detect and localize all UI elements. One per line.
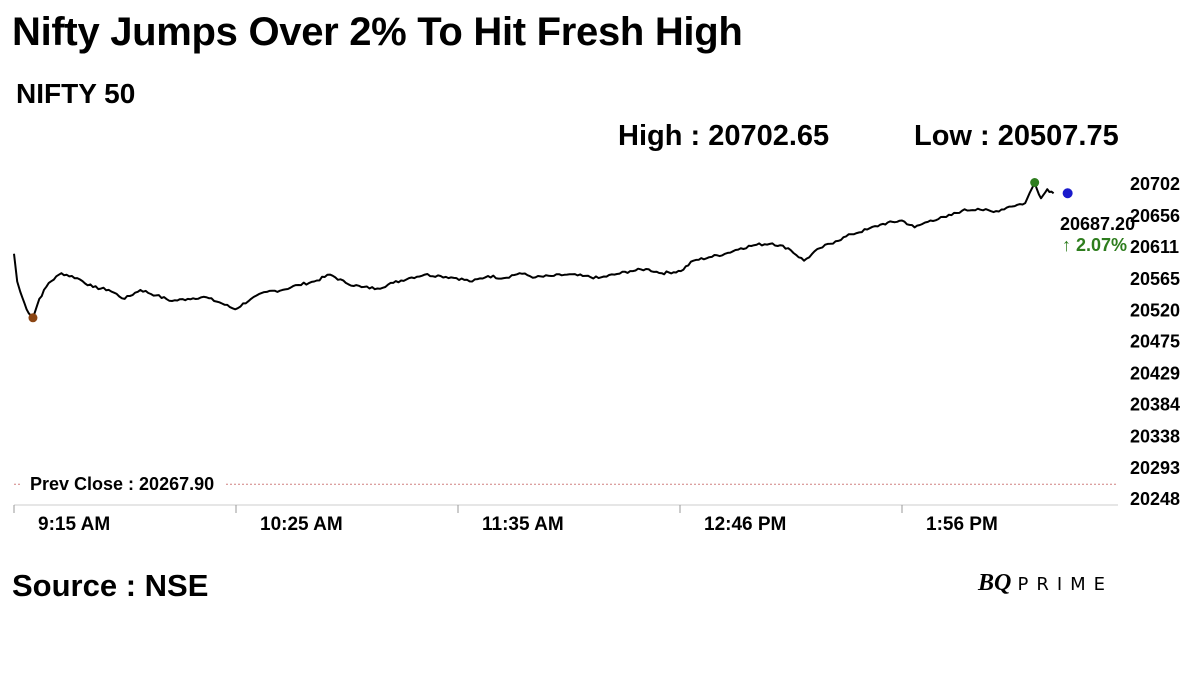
x-tick-label: 9:15 AM xyxy=(38,514,110,535)
y-tick-label: 20475 xyxy=(1130,332,1180,352)
last-value-label: 20687.20 xyxy=(1060,214,1135,234)
last-point-marker xyxy=(1062,188,1073,199)
page-title: Nifty Jumps Over 2% To Hit Fresh High xyxy=(12,10,743,54)
y-axis: 20702 20656 20611 20565 20520 20475 20429 20384… xyxy=(1130,174,1180,509)
brand-prime: PRIME xyxy=(1017,574,1114,595)
brand-logo: BQ PRIME xyxy=(978,570,1113,597)
change-percent-label: ↑ 2.07% xyxy=(1062,235,1127,255)
day-low-label: Low : 20507.75 xyxy=(914,120,1119,152)
x-axis: 9:15 AM 10:25 AM 11:35 AM 12:46 PM 1:56 PM xyxy=(13,504,1118,535)
y-tick-label: 20565 xyxy=(1130,269,1180,289)
y-tick-label: 20429 xyxy=(1130,363,1180,383)
low-point-marker xyxy=(28,313,38,323)
y-tick-label: 20248 xyxy=(1130,489,1180,509)
y-tick-label: 20702 xyxy=(1130,174,1180,194)
x-tick-label: 10:25 AM xyxy=(260,514,343,535)
nifty-series-line xyxy=(13,181,1055,319)
y-tick-label: 20611 xyxy=(1130,237,1179,257)
series-group xyxy=(13,181,1055,319)
x-tick-label: 11:35 AM xyxy=(482,514,564,535)
index-name: NIFTY 50 xyxy=(16,78,136,109)
x-tick-label: 12:46 PM xyxy=(704,514,786,535)
high-point-marker xyxy=(1030,178,1040,188)
x-tick-label: 1:56 PM xyxy=(926,514,998,535)
brand-bq: BQ xyxy=(978,570,1012,596)
y-tick-label: 20520 xyxy=(1130,300,1180,320)
day-high-label: High : 20702.65 xyxy=(618,120,830,152)
prev-close-label: Prev Close : 20267.90 xyxy=(30,474,214,494)
y-tick-label: 20656 xyxy=(1130,206,1180,226)
y-tick-label: 20338 xyxy=(1130,427,1180,447)
prev-close-label-bg xyxy=(22,473,226,494)
source-label: Source : NSE xyxy=(12,568,209,603)
y-tick-label: 20293 xyxy=(1130,458,1180,478)
annotations: 20687.20↑ 2.07% xyxy=(28,178,1135,323)
prev-close-line: Prev Close : 20267.90 xyxy=(14,473,1118,494)
y-tick-label: 20384 xyxy=(1130,395,1180,415)
